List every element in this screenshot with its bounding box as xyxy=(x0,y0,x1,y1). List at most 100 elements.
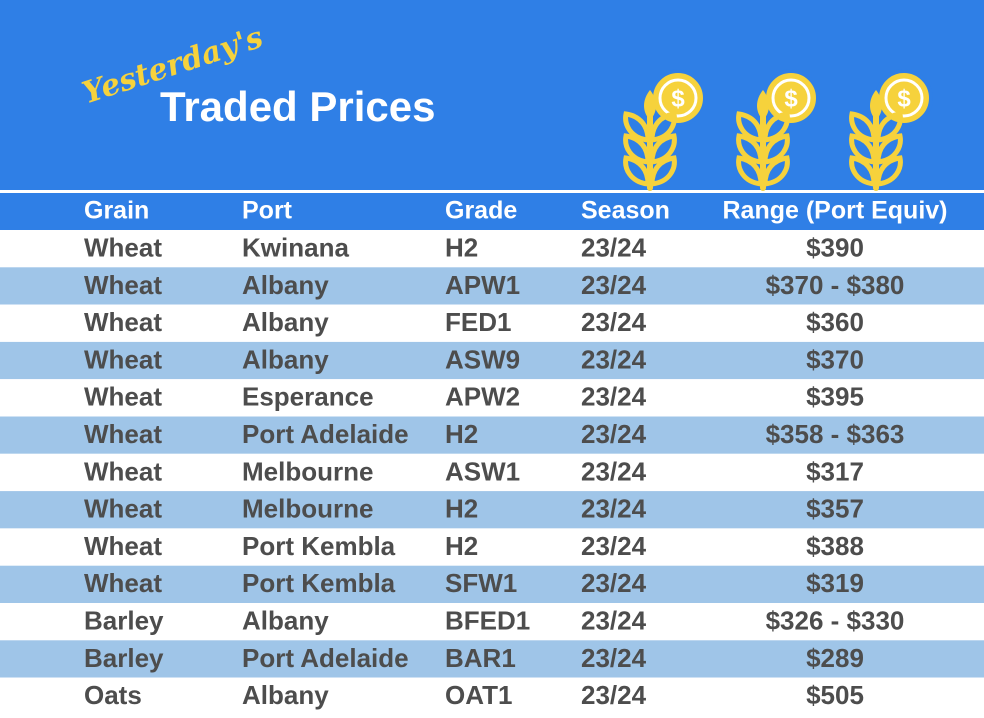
cell: $395 xyxy=(806,382,864,412)
cell: 23/24 xyxy=(581,382,647,412)
grain-left xyxy=(849,133,877,165)
cell: H2 xyxy=(445,494,478,524)
cell: Wheat xyxy=(84,531,162,561)
coin-inner xyxy=(658,78,698,118)
wheat-icon: $ xyxy=(736,69,820,191)
grain-right xyxy=(762,111,790,143)
row-band xyxy=(0,453,984,492)
cell: ASW9 xyxy=(445,344,520,374)
grain-left xyxy=(849,111,877,143)
cell: Albany xyxy=(242,606,329,636)
grain-right xyxy=(875,133,903,165)
row-band xyxy=(0,565,984,603)
cell: 23/24 xyxy=(581,419,647,449)
grain-right xyxy=(875,111,903,143)
cell: $370 xyxy=(806,344,864,374)
cell: $289 xyxy=(806,643,864,673)
coin-inner xyxy=(884,78,924,118)
coin-inner xyxy=(771,78,811,118)
cell: 23/24 xyxy=(581,456,647,486)
row-band xyxy=(0,416,984,454)
cell: APW1 xyxy=(445,270,520,300)
column-header: Grain xyxy=(84,197,149,225)
cell: Port Kembla xyxy=(242,531,396,561)
cell: Wheat xyxy=(84,419,162,449)
wheat-icons: $ $ $ xyxy=(623,69,933,191)
grain-left xyxy=(849,155,877,187)
cell: BFED1 xyxy=(445,606,530,636)
cell: Wheat xyxy=(84,233,162,263)
grain-right xyxy=(649,111,677,143)
cell: 23/24 xyxy=(581,531,647,561)
cell: Wheat xyxy=(84,307,162,337)
row-band xyxy=(0,603,984,641)
coin-symbol: $ xyxy=(897,85,911,112)
cell: 23/24 xyxy=(581,233,647,263)
cell: 23/24 xyxy=(581,680,647,710)
cell: BAR1 xyxy=(445,643,516,673)
cell: $390 xyxy=(806,233,864,263)
column-header: Port xyxy=(242,197,293,225)
cell: Oats xyxy=(84,680,142,710)
header-band xyxy=(0,0,984,190)
cell: $505 xyxy=(806,680,864,710)
grain-top xyxy=(757,90,769,120)
wheat-icon: $ xyxy=(849,69,933,191)
cell: Wheat xyxy=(84,344,162,374)
cell: H2 xyxy=(445,531,478,561)
cell: Wheat xyxy=(84,270,162,300)
cell: Melbourne xyxy=(242,456,373,486)
cell: $326 - $330 xyxy=(766,606,905,636)
grain-left xyxy=(736,111,764,143)
row-band xyxy=(0,677,984,715)
cell: Port Adelaide xyxy=(242,643,409,673)
cell: 23/24 xyxy=(581,643,647,673)
cell: H2 xyxy=(445,419,478,449)
cell: APW2 xyxy=(445,382,520,412)
cell: $319 xyxy=(806,568,864,598)
grain-left xyxy=(736,155,764,187)
cell: Port Adelaide xyxy=(242,419,409,449)
grain-top xyxy=(870,90,882,120)
cell: SFW1 xyxy=(445,568,517,598)
row-band xyxy=(0,528,984,566)
cell: 23/24 xyxy=(581,307,647,337)
cell: 23/24 xyxy=(581,270,647,300)
grain-top xyxy=(644,90,656,120)
column-header: Grade xyxy=(445,197,517,225)
grain-right xyxy=(762,133,790,165)
column-header: Season xyxy=(581,197,670,225)
cell: 23/24 xyxy=(581,494,647,524)
row-band xyxy=(0,491,984,529)
cell: Barley xyxy=(84,606,164,636)
coin-symbol: $ xyxy=(784,85,798,112)
wheat-icon: $ xyxy=(623,69,707,191)
cell: $317 xyxy=(806,456,864,486)
cell: Albany xyxy=(242,307,329,337)
grain-left xyxy=(623,155,651,187)
grain-right xyxy=(762,155,790,187)
cell: Wheat xyxy=(84,456,162,486)
grain-right xyxy=(875,155,903,187)
column-header-band xyxy=(0,193,984,230)
grain-right xyxy=(649,155,677,187)
header-title: Traded Prices xyxy=(160,83,435,130)
cell: OAT1 xyxy=(445,680,512,710)
cell: Kwinana xyxy=(242,233,349,263)
coin-symbol: $ xyxy=(671,85,685,112)
cell: $358 - $363 xyxy=(766,419,905,449)
cell: $360 xyxy=(806,307,864,337)
cell: Albany xyxy=(242,680,329,710)
cell: FED1 xyxy=(445,307,511,337)
row-band xyxy=(0,304,984,342)
cell: H2 xyxy=(445,233,478,263)
cell: $370 - $380 xyxy=(766,270,905,300)
cell: Albany xyxy=(242,344,329,374)
cell: 23/24 xyxy=(581,344,647,374)
cell: 23/24 xyxy=(581,568,647,598)
column-header: Range (Port Equiv) xyxy=(722,197,947,225)
cell: Albany xyxy=(242,270,329,300)
cell: Melbourne xyxy=(242,494,373,524)
